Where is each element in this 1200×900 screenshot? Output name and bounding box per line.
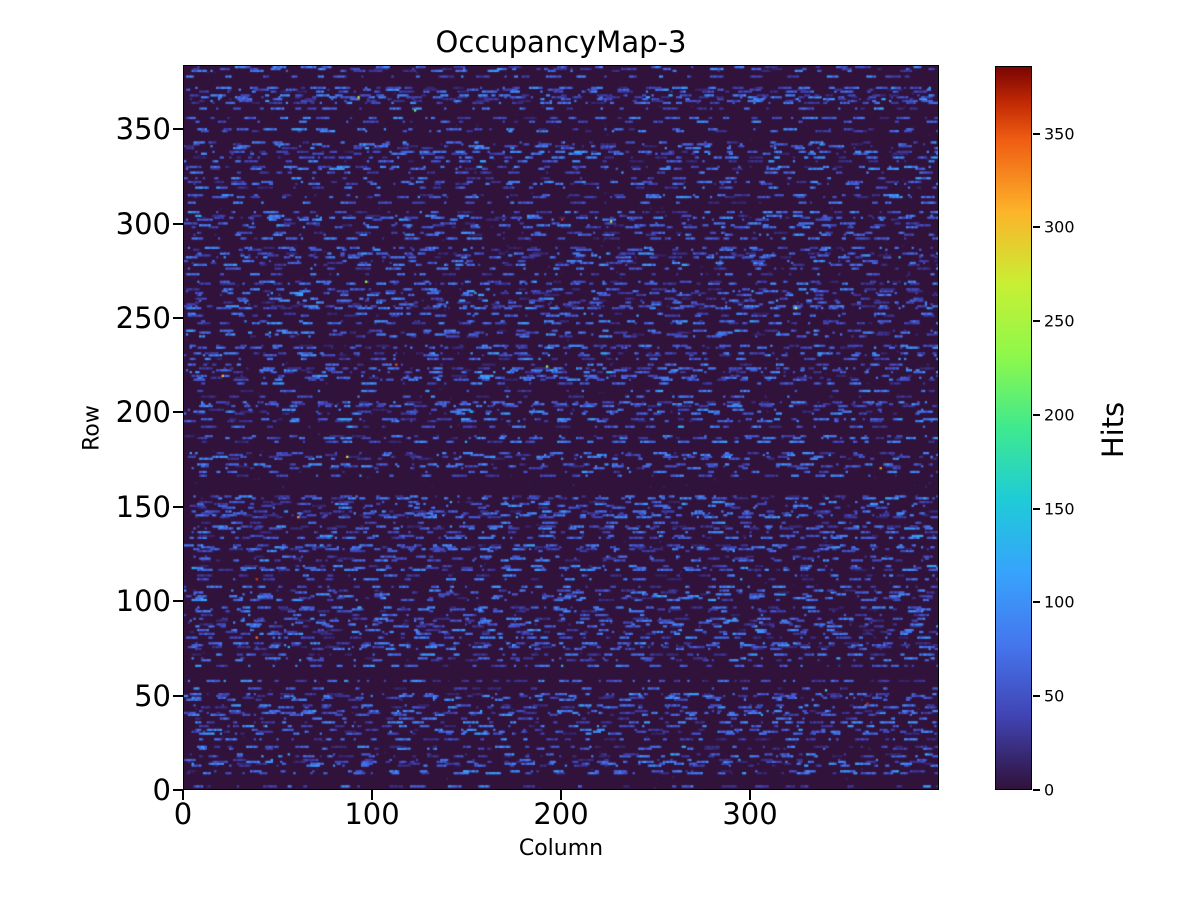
colorbar-tick-label: 300: [1044, 217, 1075, 237]
x-tick-mark: [560, 790, 562, 800]
colorbar-tick-mark: [1033, 601, 1040, 604]
colorbar-tick-label: 50: [1044, 686, 1065, 706]
colorbar-tick-label: 250: [1044, 311, 1075, 331]
colorbar-tick-label: 350: [1044, 124, 1075, 144]
y-tick-mark: [173, 789, 183, 791]
x-tick-label: 300: [722, 797, 778, 831]
x-tick-label: 200: [533, 797, 589, 831]
y-tick-mark: [173, 694, 183, 697]
y-tick-label: 250: [115, 300, 171, 335]
y-tick-mark: [173, 505, 183, 508]
colorbar-tick-mark: [1033, 507, 1040, 510]
colorbar-tick-mark: [1033, 132, 1040, 135]
colorbar-tick-mark: [1033, 413, 1040, 416]
y-tick-mark: [173, 600, 183, 603]
colorbar-tick-label: 0: [1044, 780, 1055, 800]
colorbar-tick-mark: [1033, 695, 1040, 698]
y-tick-label: 300: [115, 206, 171, 241]
colorbar-label: Hits: [1096, 401, 1130, 459]
x-tick-label: 0: [173, 797, 193, 831]
x-axis-label: Column: [518, 836, 604, 861]
colorbar-tick-label: 100: [1044, 592, 1075, 612]
colorbar: [995, 66, 1032, 790]
colorbar-tick-label: 200: [1044, 405, 1075, 425]
heatmap-canvas: [184, 66, 938, 789]
heatmap-plot-area: [183, 65, 939, 790]
chart-title: OccupancyMap-3: [435, 25, 687, 59]
colorbar-tick-mark: [1033, 320, 1040, 323]
y-tick-label: 350: [115, 112, 171, 147]
y-tick-label: 0: [152, 773, 171, 807]
y-tick-label: 150: [115, 489, 171, 524]
x-tick-mark: [182, 790, 184, 800]
y-axis-label: Row: [79, 405, 105, 451]
y-tick-mark: [173, 128, 183, 131]
y-tick-mark: [173, 222, 183, 225]
colorbar-tick-mark: [1033, 226, 1040, 229]
colorbar-tick-mark: [1033, 789, 1040, 791]
x-tick-label: 100: [344, 797, 400, 831]
x-tick-mark: [371, 790, 373, 800]
y-tick-label: 50: [134, 678, 171, 713]
y-tick-mark: [173, 411, 183, 414]
y-tick-label: 200: [115, 395, 171, 430]
y-tick-mark: [173, 316, 183, 319]
colorbar-tick-label: 150: [1044, 499, 1075, 519]
x-tick-mark: [749, 790, 751, 800]
y-tick-label: 100: [115, 584, 171, 619]
